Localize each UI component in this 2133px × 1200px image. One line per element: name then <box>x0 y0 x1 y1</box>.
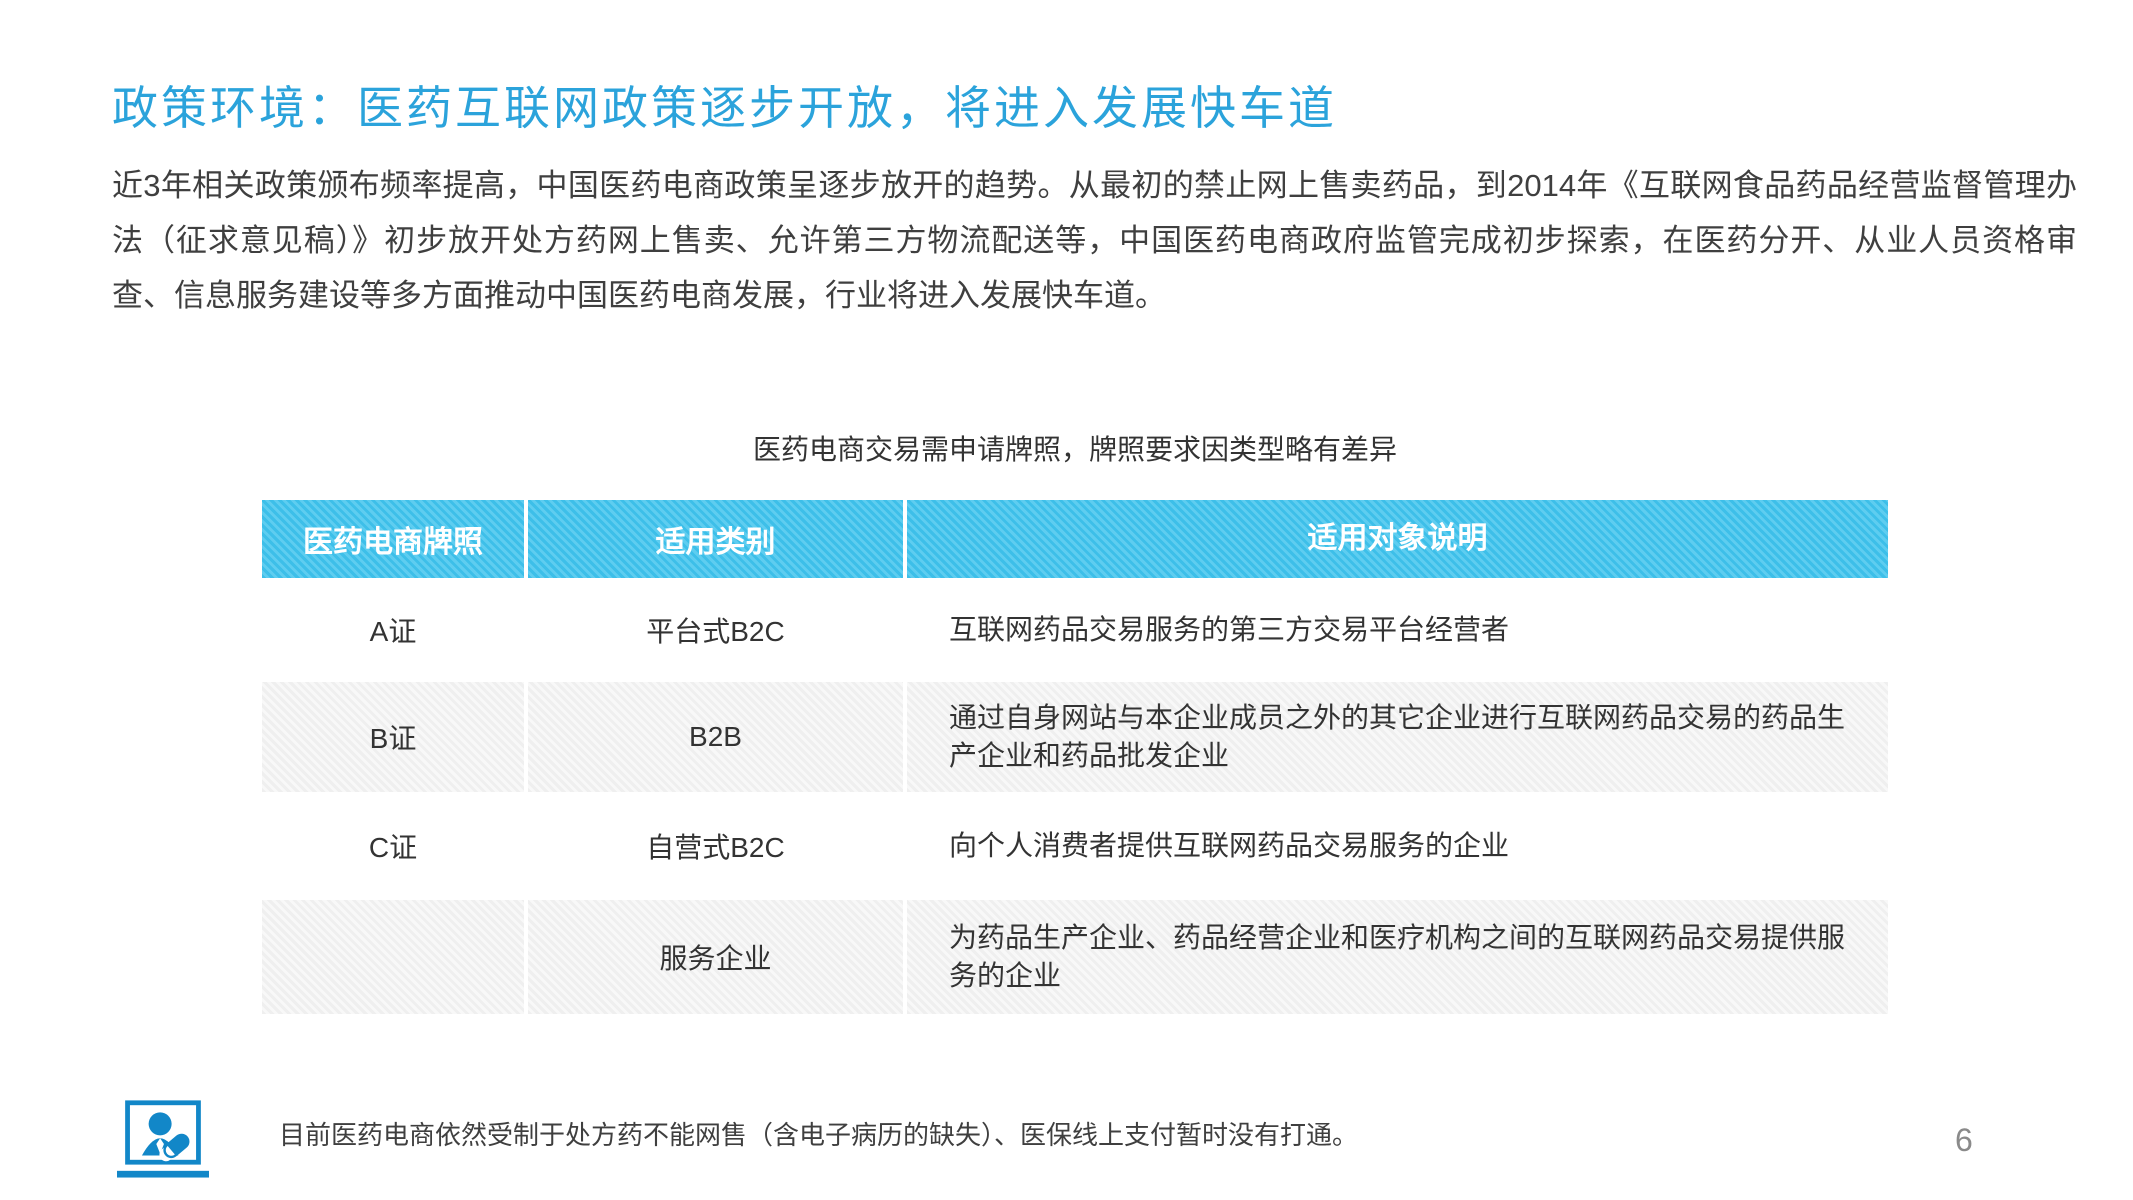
intro-paragraph: 近3年相关政策颁布频率提高，中国医药电商政策呈逐步放开的趋势。从最初的禁止网上售… <box>112 168 2077 313</box>
cell-license: C证 <box>368 832 418 863</box>
cell-category: 自营式B2C <box>646 832 785 863</box>
table-row: 服务企业 为药品生产企业、药品经营企业和医疗机构之间的互联网药品交易提供服务的企… <box>262 900 1888 1014</box>
cell-category: 服务企业 <box>528 900 903 1014</box>
table-header-description: 适用对象说明 <box>907 500 1888 578</box>
cell-license: A证 <box>369 616 417 647</box>
table-header-category: 适用类别 <box>528 500 903 578</box>
table-row: A证 平台式B2C 互联网药品交易服务的第三方交易平台经营者 <box>262 578 1888 682</box>
page-title: 政策环境：医药互联网政策逐步开放，将进入发展快车道 <box>112 81 1337 135</box>
cell-description: 通过自身网站与本企业成员之外的其它企业进行互联网药品交易的药品生产企业和药品批发… <box>907 682 1888 792</box>
footer-note-text: 目前医药电商依然受制于处方药不能网售（含电子病历的缺失）、医保线上支付暂时没有打… <box>279 1119 1359 1150</box>
cell-category: B2B <box>528 682 903 792</box>
cell-license: B证 <box>262 682 524 792</box>
table-row: B证 B2B 通过自身网站与本企业成员之外的其它企业进行互联网药品交易的药品生产… <box>262 682 1888 792</box>
table-row: C证 自营式B2C 向个人消费者提供互联网药品交易服务的企业 <box>262 792 1888 900</box>
table-header-row: 医药电商牌照 适用类别 适用对象说明 <box>262 500 1888 578</box>
footer-note: 目前医药电商依然受制于处方药不能网售（含电子病历的缺失）、医保线上支付暂时没有打… <box>115 1098 1358 1190</box>
table-header-license: 医药电商牌照 <box>262 500 524 578</box>
table-caption: 医药电商交易需申请牌照，牌照要求因类型略有差异 <box>752 434 1397 465</box>
cell-category: 平台式B2C <box>646 616 785 647</box>
cell-description: 向个人消费者提供互联网药品交易服务的企业 <box>949 830 1510 861</box>
cell-description: 为药品生产企业、药品经营企业和医疗机构之间的互联网药品交易提供服务的企业 <box>907 900 1888 1014</box>
laptop-pharmacist-icon <box>115 1098 211 1190</box>
page-number: 6 <box>1955 1122 1973 1158</box>
cell-license <box>262 900 524 1014</box>
cell-description: 互联网药品交易服务的第三方交易平台经营者 <box>949 614 1510 645</box>
license-table: 医药电商牌照 适用类别 适用对象说明 A证 平台式B2C 互联网药品交易服务的第… <box>262 500 1888 1014</box>
